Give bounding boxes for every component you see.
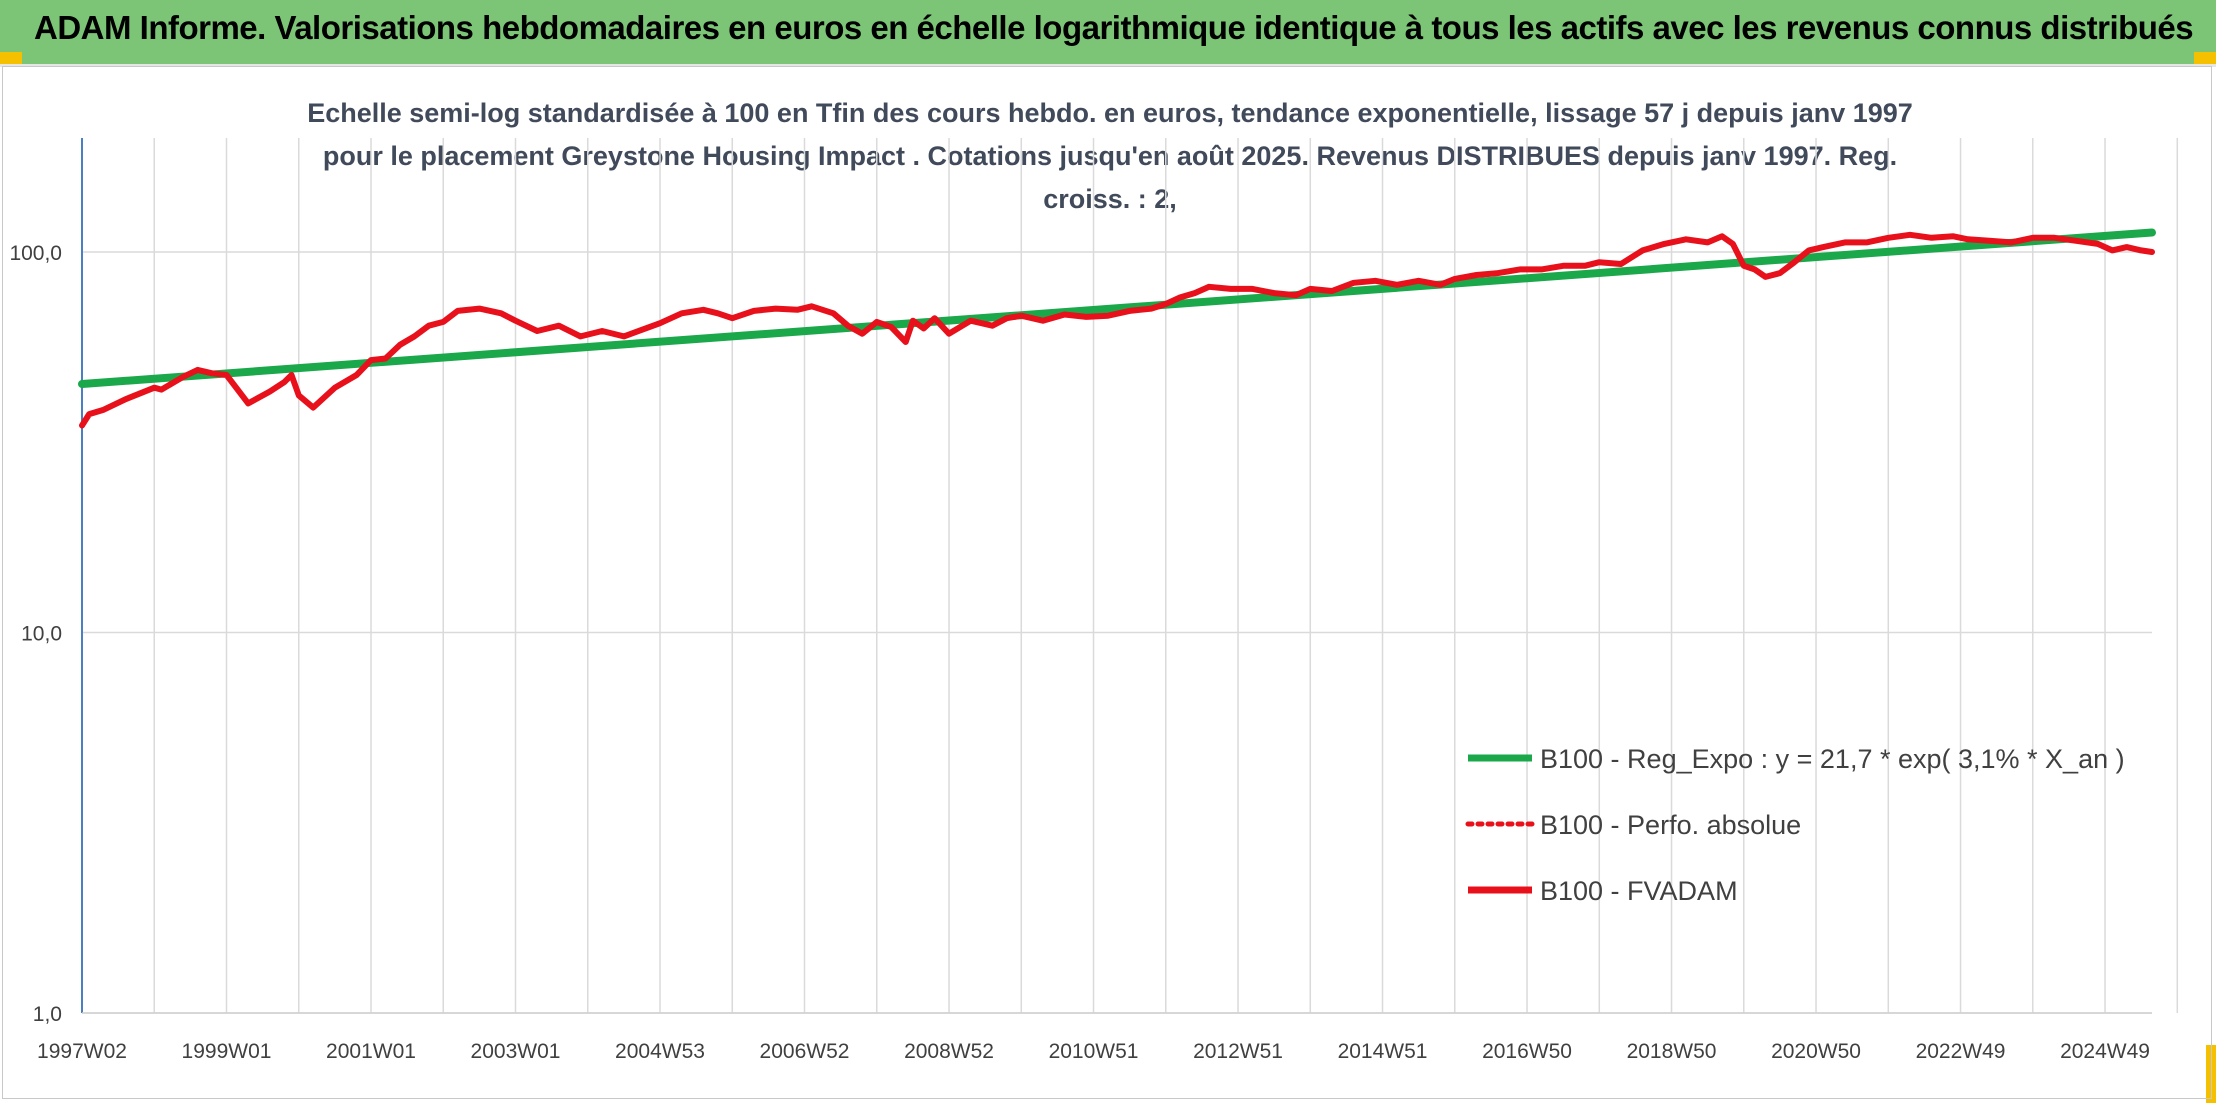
x-tick-label: 1999W01 (182, 1040, 272, 1063)
x-tick-label: 2018W50 (1627, 1040, 1717, 1063)
corner-marker-top-left (0, 52, 22, 64)
x-tick-label: 2022W49 (1916, 1040, 2006, 1063)
x-tick-label: 2014W51 (1338, 1040, 1428, 1063)
x-tick-label: 2003W01 (471, 1040, 561, 1063)
y-tick-label: 100,0 (9, 242, 62, 265)
legend-label: B100 - FVADAM (1540, 876, 1738, 906)
y-tick-labels: 1,0 10,0 100,0 (9, 242, 62, 1026)
legend-label: B100 - Perfo. absolue (1540, 810, 1801, 840)
corner-marker-top-right (2194, 52, 2216, 64)
page-title: ADAM Informe. Valorisations hebdomadaire… (34, 9, 2194, 46)
x-tick-label: 2006W52 (760, 1040, 850, 1063)
x-tick-label: 1997W02 (37, 1040, 127, 1063)
series-lines (78, 228, 2156, 429)
y-tick-label: 1,0 (33, 1003, 62, 1026)
chart-title: Echelle semi-log standardisée à 100 en T… (307, 98, 1913, 214)
series-regression-line (78, 228, 2156, 388)
x-tick-label: 2024W49 (2060, 1040, 2150, 1063)
x-tick-label: 2016W50 (1482, 1040, 1572, 1063)
x-tick-label: 2020W50 (1771, 1040, 1861, 1063)
grid-lines (81, 138, 2179, 1014)
chart-frame (2, 66, 2212, 1099)
x-tick-labels: 1997W02 1999W01 2001W01 2003W01 2004W53 2006W… (37, 1040, 2150, 1063)
axes (81, 138, 2152, 1014)
x-tick-label: 2010W51 (1049, 1040, 1139, 1063)
x-tick-label: 2008W52 (904, 1040, 994, 1063)
x-tick-label: 2012W51 (1193, 1040, 1283, 1063)
legend-label: B100 - Reg_Expo : y = 21,7 * exp( 3,1% *… (1540, 744, 2125, 774)
series-fvadam-line (79, 231, 2155, 429)
legend: B100 - Reg_Expo : y = 21,7 * exp( 3,1% *… (1465, 744, 2125, 906)
x-tick-label: 2001W01 (326, 1040, 416, 1063)
header-banner: ADAM Informe. Valorisations hebdomadaire… (0, 0, 2216, 67)
y-tick-label: 10,0 (21, 623, 62, 646)
x-tick-label: 2004W53 (615, 1040, 705, 1063)
